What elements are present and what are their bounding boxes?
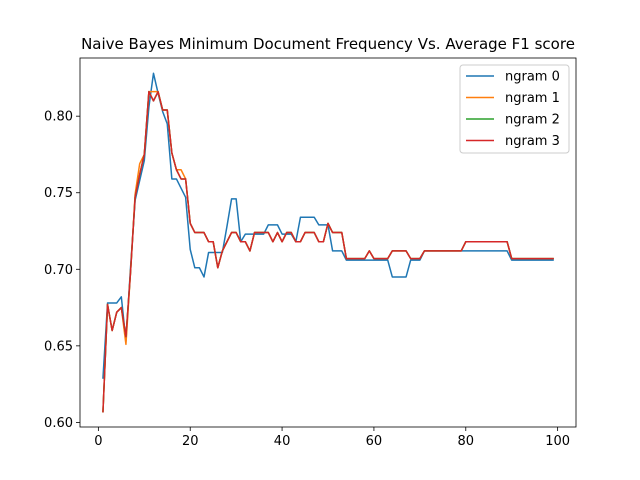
legend-label-ngram-3: ngram 3 <box>505 134 560 149</box>
x-tick-label: 100 <box>545 434 570 449</box>
axes-frame <box>79 57 577 428</box>
legend-label-ngram-0: ngram 0 <box>505 70 560 85</box>
series-line-ngram-3 <box>102 90 554 413</box>
y-tick-label: 0.65 <box>44 339 73 354</box>
x-tick-label: 20 <box>182 434 199 449</box>
plot-area: 0 20 40 60 80 100 0.60 0.65 0.70 0.75 0.80 <box>44 57 577 449</box>
x-tick-label: 60 <box>366 434 383 449</box>
y-tick-label: 0.75 <box>44 186 73 201</box>
legend: ngram 0 ngram 1 ngram 2 ngram 3 <box>459 64 570 154</box>
y-tick-label: 0.70 <box>44 263 73 278</box>
y-tick-label: 0.60 <box>44 416 73 431</box>
x-tick-label: 40 <box>274 434 291 449</box>
chart-title: Naive Bayes Minimum Document Frequency V… <box>81 35 575 53</box>
legend-box <box>459 64 570 154</box>
x-tick-label: 80 <box>458 434 475 449</box>
legend-label-ngram-2: ngram 2 <box>505 113 560 128</box>
legend-label-ngram-1: ngram 1 <box>505 91 560 106</box>
y-tick-label: 0.80 <box>44 110 73 125</box>
x-tick-label: 0 <box>94 434 102 449</box>
